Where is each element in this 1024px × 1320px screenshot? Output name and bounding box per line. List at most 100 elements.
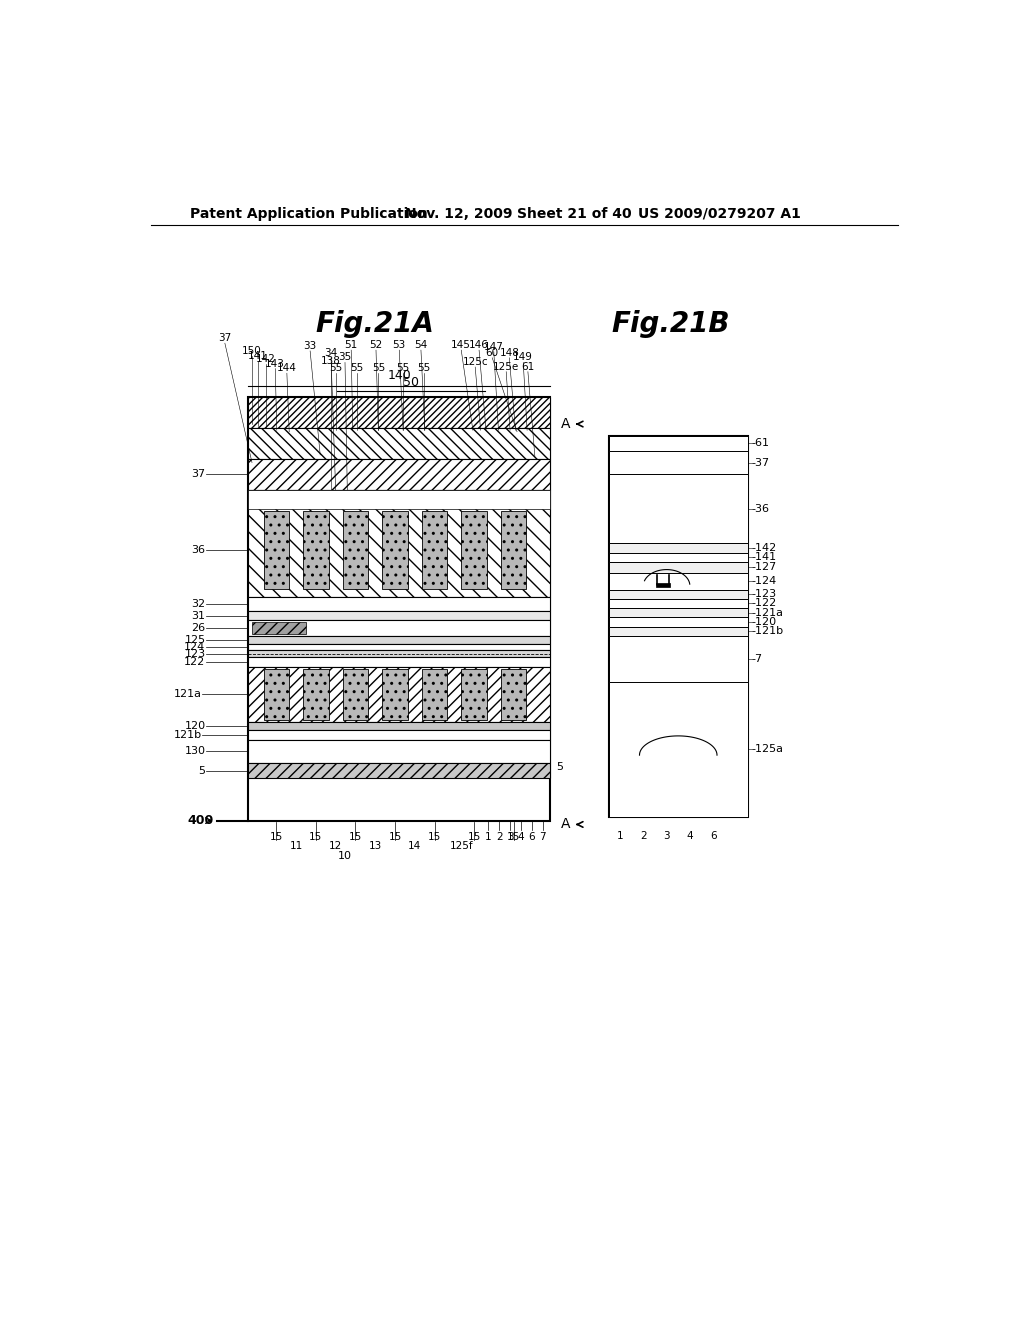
Text: 149: 149: [513, 352, 534, 363]
Text: 120: 120: [184, 721, 206, 731]
Text: 123: 123: [184, 648, 206, 659]
Text: -61: -61: [752, 438, 770, 449]
Text: 36: 36: [191, 545, 206, 554]
Text: 2: 2: [640, 830, 647, 841]
Bar: [248, 763, 550, 779]
Bar: [608, 599, 748, 609]
Text: -121a: -121a: [752, 607, 784, 618]
Text: 15: 15: [467, 832, 480, 842]
Text: 1: 1: [485, 832, 492, 842]
Text: 60: 60: [485, 348, 499, 358]
Bar: [608, 436, 748, 451]
Bar: [248, 649, 550, 657]
Bar: [248, 739, 550, 763]
Bar: [343, 669, 369, 719]
Bar: [248, 722, 550, 730]
Bar: [343, 511, 369, 589]
Text: 148: 148: [500, 348, 519, 358]
Bar: [501, 511, 526, 589]
Text: 55: 55: [350, 363, 364, 374]
Text: Sheet 21 of 40: Sheet 21 of 40: [517, 207, 632, 220]
Bar: [248, 397, 550, 428]
Bar: [608, 573, 748, 590]
Text: 3: 3: [664, 830, 670, 841]
Text: 33: 33: [303, 341, 316, 351]
Bar: [263, 669, 289, 719]
Text: -120: -120: [752, 616, 777, 627]
Bar: [608, 451, 748, 474]
Text: Patent Application Publication: Patent Application Publication: [190, 207, 428, 220]
Text: -125a: -125a: [752, 744, 784, 754]
Text: 31: 31: [191, 611, 206, 620]
Text: 141: 141: [248, 351, 268, 360]
Text: -141: -141: [752, 552, 777, 562]
Bar: [422, 511, 447, 589]
Text: 55: 55: [329, 363, 342, 374]
Bar: [248, 597, 550, 611]
Bar: [608, 436, 748, 817]
Text: 130: 130: [184, 746, 206, 756]
Bar: [461, 669, 486, 719]
Text: 12: 12: [329, 841, 342, 851]
Text: 5: 5: [199, 766, 206, 776]
Text: A: A: [560, 417, 583, 432]
Text: 125e: 125e: [494, 362, 519, 372]
Bar: [248, 644, 550, 649]
Text: 55: 55: [396, 363, 410, 374]
Bar: [303, 669, 329, 719]
Text: 10: 10: [338, 850, 352, 861]
Bar: [461, 511, 486, 589]
Text: 15: 15: [309, 832, 323, 842]
Text: 15: 15: [428, 832, 441, 842]
Text: 11: 11: [290, 841, 303, 851]
Bar: [263, 511, 289, 589]
Bar: [248, 459, 550, 490]
Bar: [382, 669, 408, 719]
Text: 7: 7: [540, 832, 546, 842]
Text: 61: 61: [521, 362, 535, 372]
Text: 121b: 121b: [173, 730, 202, 739]
Text: 125c: 125c: [463, 358, 488, 367]
Bar: [248, 636, 550, 644]
Bar: [248, 428, 550, 459]
Text: 122: 122: [184, 657, 206, 667]
Bar: [252, 622, 306, 635]
Text: 125: 125: [184, 635, 206, 644]
Bar: [608, 636, 748, 682]
Text: 150: 150: [242, 346, 262, 356]
Text: 143: 143: [265, 359, 286, 368]
Text: 6: 6: [528, 832, 536, 842]
Text: 32: 32: [191, 599, 206, 610]
Bar: [608, 590, 748, 599]
Bar: [248, 667, 550, 722]
Text: 50: 50: [402, 376, 419, 389]
Text: 53: 53: [392, 341, 406, 350]
Text: 4: 4: [517, 832, 524, 842]
Bar: [248, 620, 550, 636]
Text: 37: 37: [218, 333, 231, 343]
Bar: [248, 611, 550, 620]
Text: 15: 15: [388, 832, 401, 842]
Text: Nov. 12, 2009: Nov. 12, 2009: [406, 207, 513, 220]
Text: -142: -142: [752, 543, 777, 553]
Text: -122: -122: [752, 598, 777, 609]
Bar: [248, 490, 550, 598]
Text: 2: 2: [496, 832, 503, 842]
Text: US 2009/0279207 A1: US 2009/0279207 A1: [638, 207, 801, 220]
Bar: [501, 669, 526, 719]
Text: 146: 146: [469, 341, 489, 350]
Bar: [608, 562, 748, 573]
Bar: [248, 397, 550, 821]
Text: 125f: 125f: [450, 841, 473, 851]
Text: 34: 34: [325, 348, 338, 358]
Text: 54: 54: [415, 341, 428, 350]
Bar: [248, 657, 550, 667]
Text: 400: 400: [187, 814, 213, 828]
Text: 5: 5: [557, 762, 563, 772]
Text: 14: 14: [409, 841, 421, 851]
Bar: [608, 553, 748, 562]
Text: 138: 138: [322, 355, 341, 366]
Text: Fig.21A: Fig.21A: [315, 310, 434, 338]
Text: 35: 35: [338, 352, 351, 363]
Bar: [382, 511, 408, 589]
